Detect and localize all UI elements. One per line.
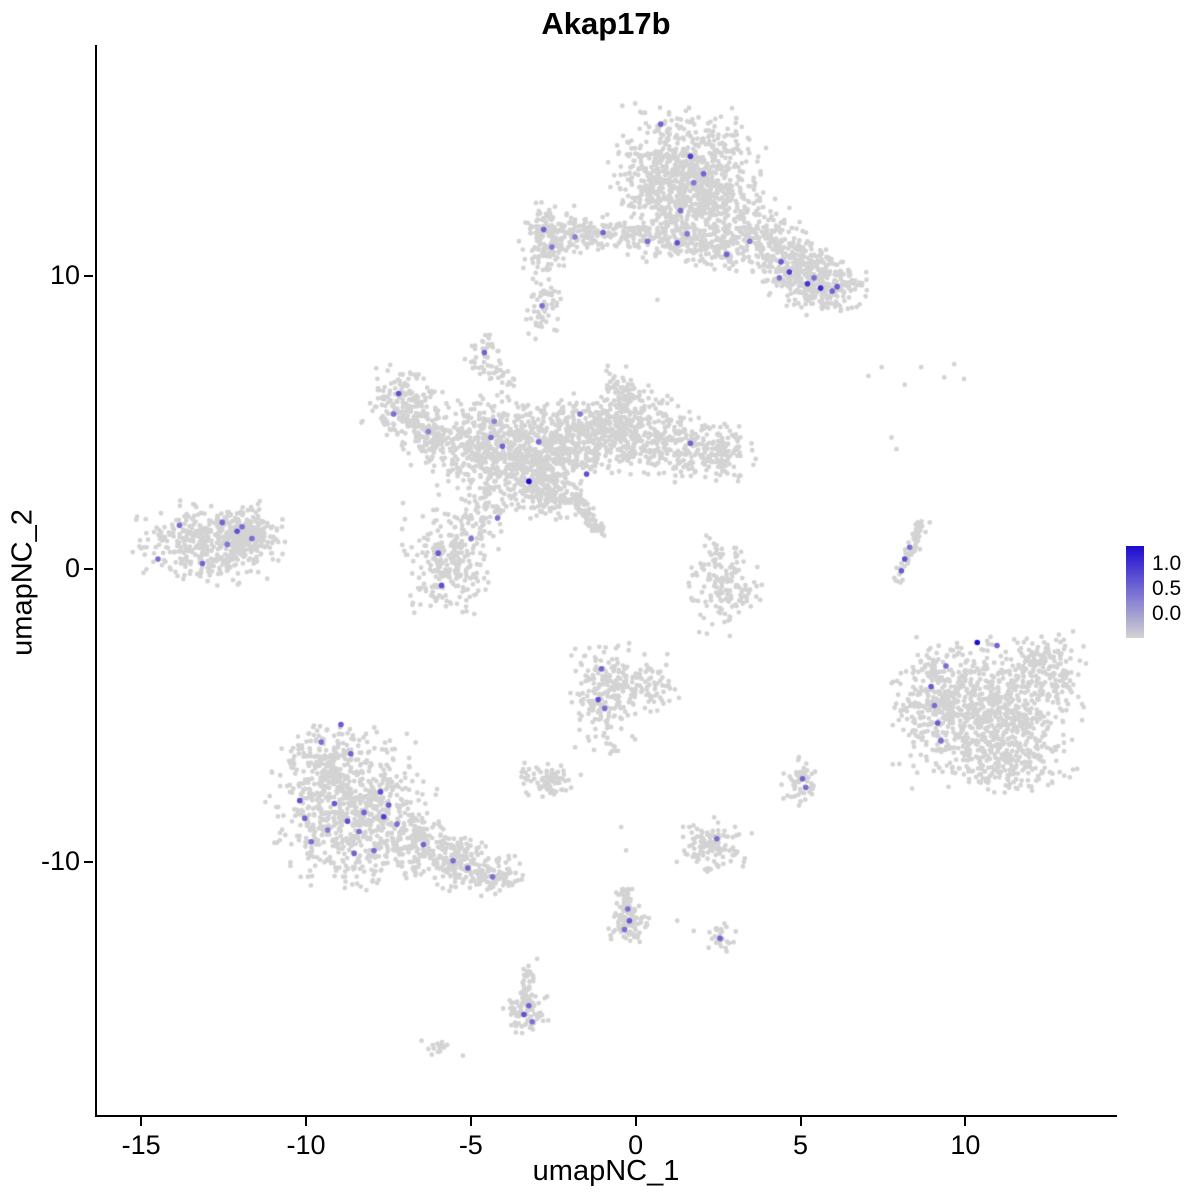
legend-tick-label: 1.0 [1152, 552, 1182, 576]
x-tick-mark [634, 1117, 637, 1126]
x-tick-mark [469, 1117, 472, 1126]
y-tick-mark [84, 275, 93, 278]
x-tick-mark [140, 1117, 143, 1126]
scatter-canvas [97, 45, 1119, 1117]
y-axis-title: umapNC_2 [6, 509, 39, 656]
legend-tick-label: 0.5 [1152, 577, 1182, 601]
legend-tick-label: 0.0 [1152, 602, 1182, 626]
y-tick-mark [84, 568, 93, 571]
y-tick-label: 10 [49, 260, 80, 291]
plot-area [95, 45, 1119, 1117]
x-tick-mark [304, 1117, 307, 1126]
legend-gradient-bar [1126, 546, 1144, 638]
plot-title: Akap17b [541, 6, 671, 41]
x-tick-mark [799, 1117, 802, 1126]
y-tick-mark [84, 861, 93, 864]
legend: 1.0 0.5 0.0 [1126, 546, 1200, 646]
x-tick-mark [964, 1117, 967, 1126]
x-axis-title: umapNC_1 [532, 1155, 680, 1187]
